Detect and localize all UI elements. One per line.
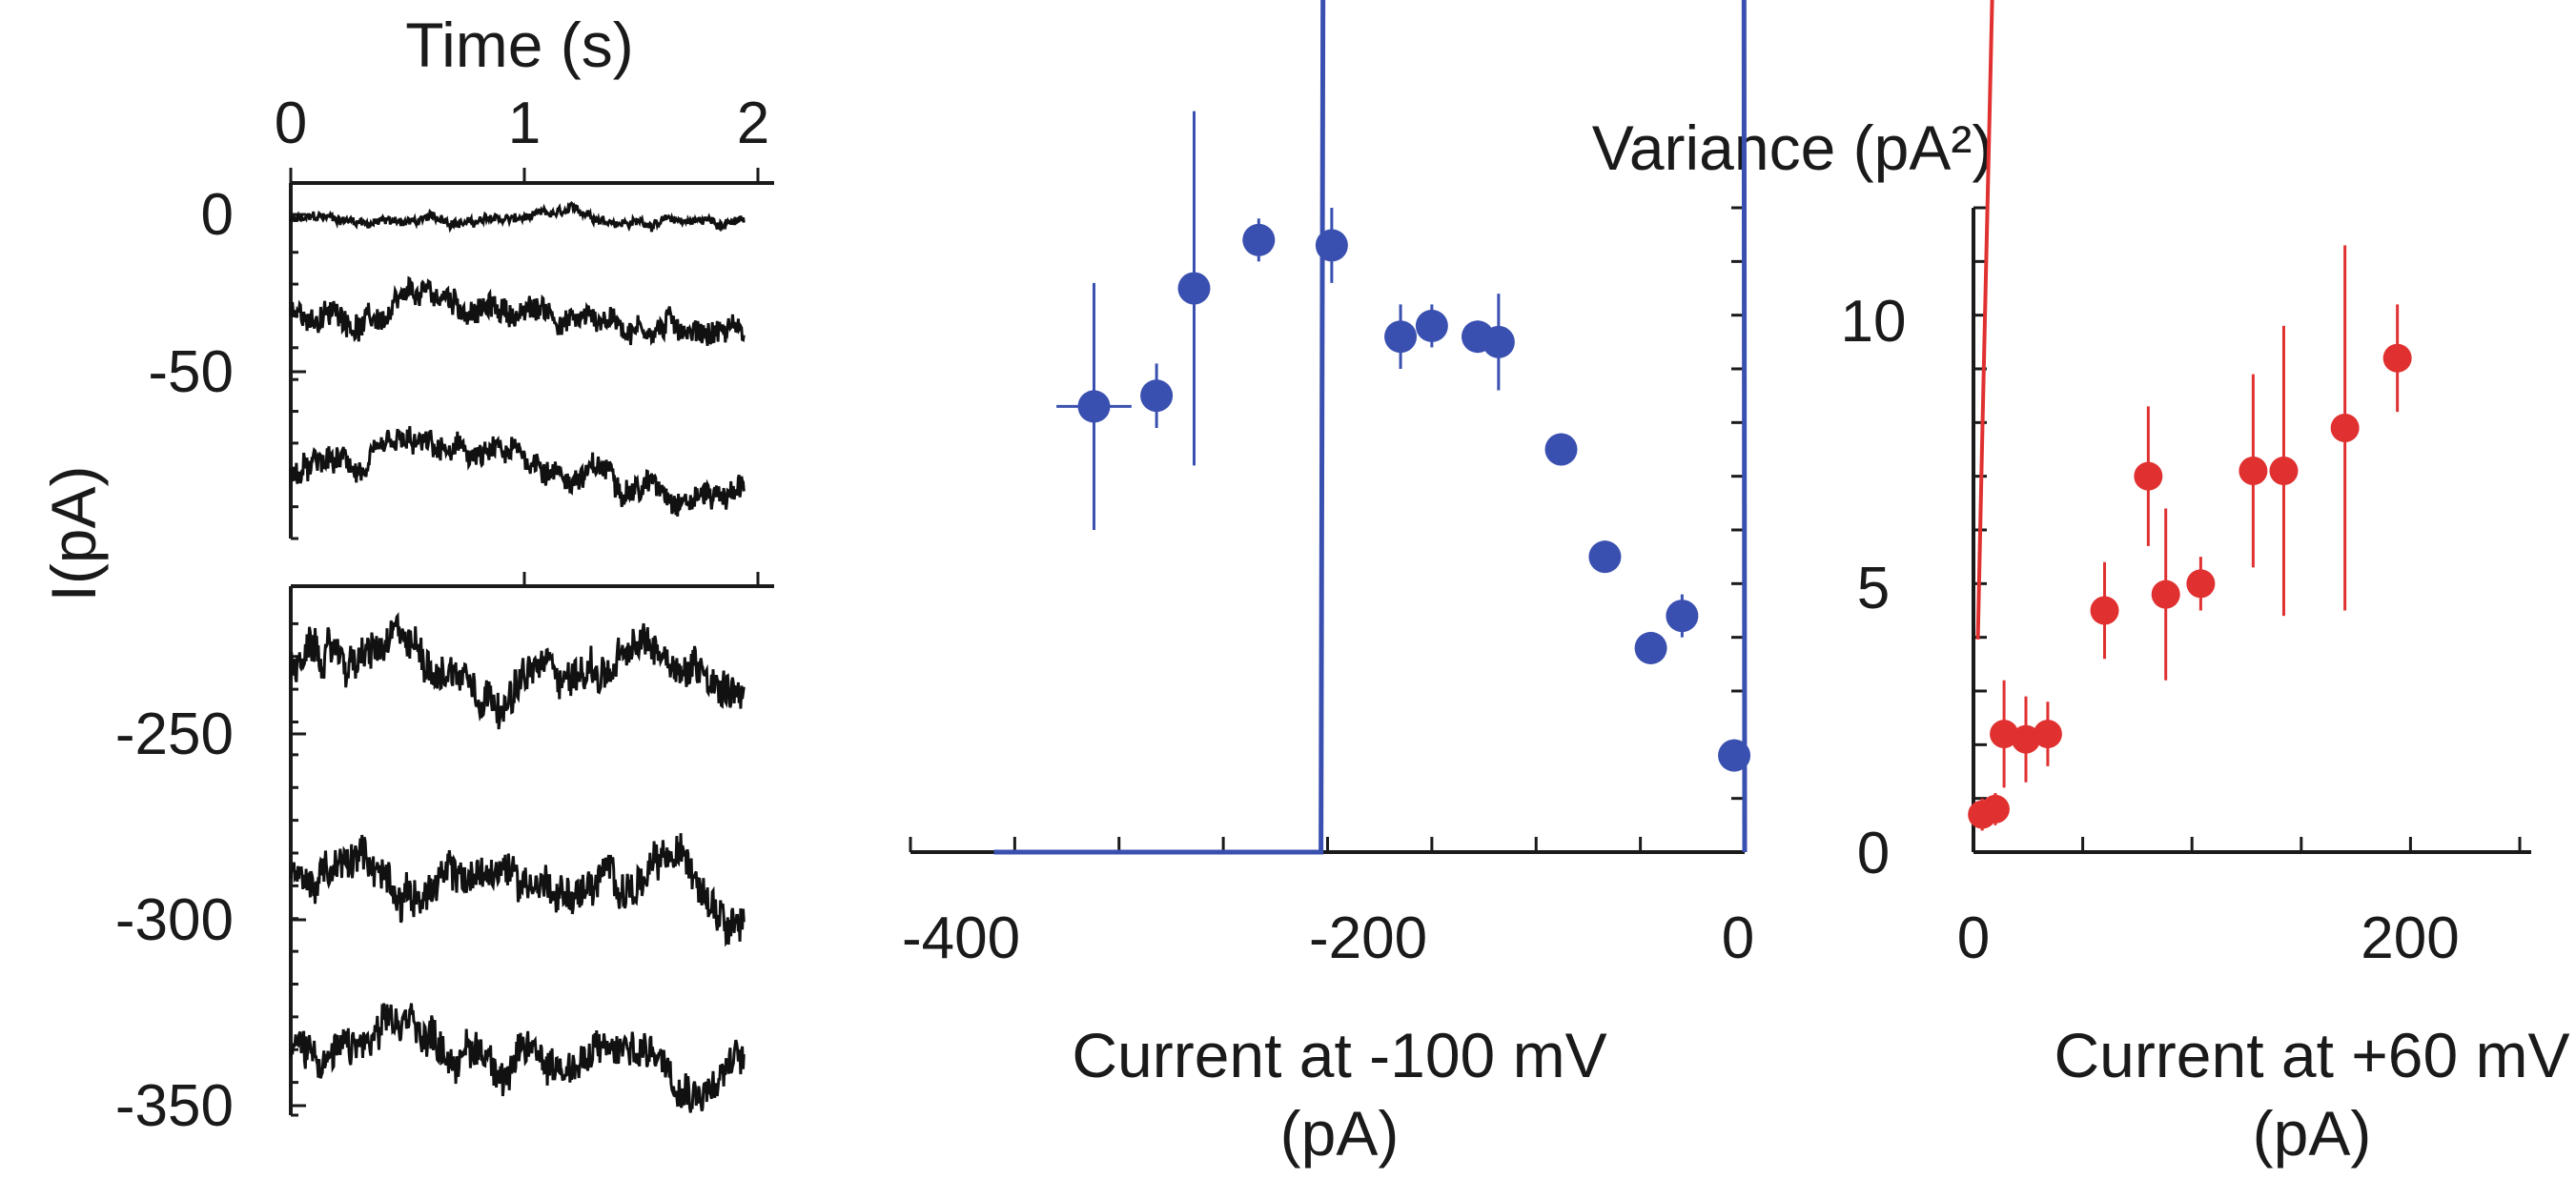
- current-trace: [289, 1003, 746, 1113]
- neg-x-axis-title-line2: (pA): [1280, 1098, 1400, 1169]
- data-point: [1315, 229, 1348, 262]
- data-point: [1384, 320, 1418, 354]
- neg-x-tick-label: 0: [1722, 905, 1754, 971]
- data-point: [1990, 720, 2019, 749]
- variance-y-tick-label: 10: [1841, 289, 1907, 355]
- traces-bottom-panel: -250 -300 -350: [115, 572, 774, 1139]
- neg-x-axis-title-line1: Current at -100 mV: [1072, 1020, 1606, 1090]
- pos-fit-curve: [1975, 0, 1994, 640]
- bottom-y-tick-label: -300: [115, 887, 234, 953]
- data-point: [1634, 631, 1667, 664]
- data-point: [1666, 600, 1699, 633]
- data-point: [2134, 461, 2163, 491]
- neg-data-points: [1056, 111, 1751, 772]
- time-tick-label: 0: [275, 91, 307, 156]
- time-tick-label: 2: [737, 91, 769, 156]
- data-point: [1140, 379, 1174, 413]
- top-y-tick-label: -50: [148, 339, 234, 405]
- current-axis-title: I(pA): [38, 465, 109, 601]
- data-point: [2269, 457, 2299, 486]
- variance-y-tick-label: 5: [1857, 556, 1890, 621]
- data-point: [2382, 343, 2412, 373]
- data-point: [2151, 580, 2180, 609]
- data-point: [1482, 325, 1515, 358]
- bottom-y-tick-label: -350: [115, 1073, 234, 1139]
- pos-x-axis-title-line2: (pA): [2253, 1098, 2372, 1169]
- neg-fit-curve: [993, 0, 1748, 855]
- current-trace: [289, 426, 746, 517]
- top-y-tick-label: 0: [201, 182, 234, 248]
- traces-top-panel: 0 -50: [148, 182, 746, 540]
- data-point: [1588, 540, 1622, 574]
- neg-axis-ticks: [909, 206, 1747, 854]
- bottom-y-tick-label: -250: [115, 702, 234, 767]
- data-point: [2033, 720, 2062, 749]
- time-tick-label: 1: [508, 91, 541, 156]
- variance-axis-title: Variance (pA²): [1592, 112, 1993, 183]
- pos-x-tick-label: 0: [1957, 905, 1990, 971]
- current-trace: [289, 612, 746, 730]
- variance-positive-panel: 0 200 Current at +60 mV (pA): [1957, 0, 2570, 1169]
- data-point: [1544, 433, 1578, 466]
- data-point: [1077, 390, 1111, 423]
- variance-negative-panel: Variance (pA²) -400 -200 0 Current at -1…: [902, 0, 1993, 1169]
- current-trace: [289, 200, 746, 234]
- neg-x-tick-label: -400: [902, 905, 1020, 971]
- pos-data-points: [1968, 245, 2412, 831]
- data-point: [1415, 309, 1448, 342]
- neg-x-tick-label: -200: [1309, 905, 1427, 971]
- current-trace: [289, 833, 746, 947]
- data-point: [2239, 457, 2268, 486]
- time-axis: 0 1 2: [275, 91, 774, 185]
- data-point: [2330, 413, 2360, 442]
- data-point: [1177, 272, 1211, 305]
- data-point: [1980, 794, 2010, 824]
- data-point: [1718, 739, 1751, 772]
- variance-y-tick-label: 0: [1857, 821, 1890, 886]
- current-trace: [289, 275, 746, 346]
- pos-x-tick-label: 200: [2361, 905, 2459, 971]
- pos-axis-ticks: [1972, 206, 2522, 854]
- traces-panel: Time (s) I(pA) 0 1 2 0 -50 -250: [38, 10, 774, 1139]
- pos-x-axis-title-line1: Current at +60 mV: [2054, 1020, 2569, 1090]
- data-point: [1242, 223, 1276, 256]
- data-point: [2186, 569, 2216, 599]
- time-axis-title: Time (s): [405, 10, 634, 80]
- data-point: [2012, 724, 2041, 754]
- data-point: [2090, 596, 2119, 625]
